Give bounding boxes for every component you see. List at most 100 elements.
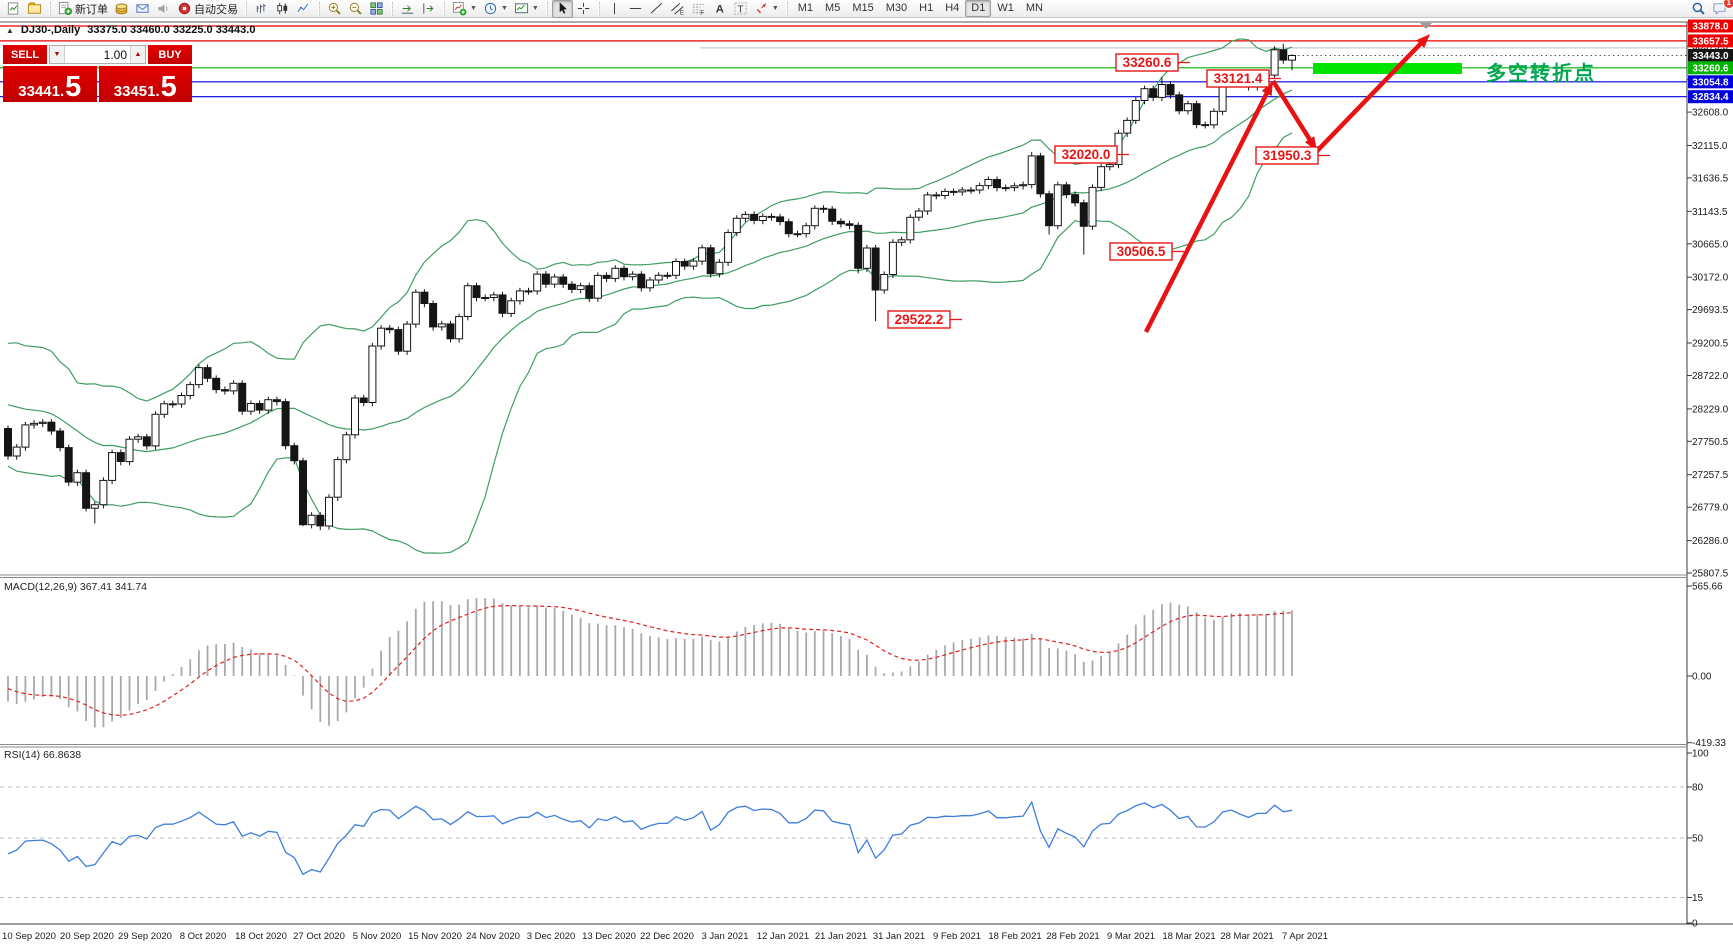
inbox-icon (136, 4, 149, 13)
timeframe-mn[interactable]: MN (1025, 2, 1043, 14)
cursor-icon[interactable] (551, 0, 573, 18)
ask-price-button[interactable]: 33451. 5 (98, 66, 192, 102)
price-tick-label: 31636.5 (1692, 173, 1729, 184)
profiles-icon[interactable] (24, 0, 45, 18)
candle-body (455, 316, 464, 340)
sell-button[interactable]: SELL (3, 45, 47, 64)
chart-shift-icon[interactable] (418, 0, 439, 18)
inbox-icon[interactable] (132, 0, 153, 18)
auto-scroll-icon[interactable] (397, 0, 418, 18)
timeframe-w1[interactable]: W1 (997, 2, 1014, 14)
support-zone-highlight[interactable] (1313, 63, 1462, 74)
search-button[interactable] (1688, 0, 1709, 18)
callout-box[interactable] (887, 310, 951, 329)
candlestick-chart-icon[interactable] (272, 0, 293, 18)
periods-icon[interactable]: ▼ (480, 0, 511, 18)
volume-input[interactable] (65, 46, 130, 63)
zoom-out-icon[interactable] (345, 0, 366, 18)
candle-body (229, 382, 238, 392)
callout-box[interactable] (1255, 146, 1319, 165)
chevron-down-icon[interactable]: ▼ (470, 5, 477, 12)
chevron-down-icon[interactable]: ▼ (500, 5, 508, 12)
templates-icon[interactable]: ▼ (511, 0, 542, 18)
price-line-axis-value: 33657.5 (1692, 36, 1729, 47)
timeframe-m5[interactable]: M5 (825, 2, 841, 14)
volume-increase-button[interactable]: ▲ (130, 46, 145, 63)
notifications-button[interactable]: 1 (1709, 0, 1733, 18)
new-order-button[interactable]: 新订单 (55, 0, 111, 18)
down-marker-icon[interactable] (1420, 23, 1432, 29)
timeframe-m15[interactable]: M15 (852, 2, 874, 14)
candle-body (758, 215, 767, 221)
new-chart-icon[interactable] (3, 0, 24, 18)
candle-body (533, 273, 542, 292)
signals-icon[interactable] (153, 0, 174, 18)
candle-body (958, 189, 967, 193)
candle-body (108, 452, 117, 481)
callout-box[interactable] (1054, 145, 1118, 164)
timeframe-h4[interactable]: H4 (945, 2, 960, 14)
svg-text:A: A (716, 4, 724, 16)
date-label: 24 Nov 2020 (466, 931, 520, 942)
candle-body (862, 247, 871, 269)
timeframe-d1[interactable]: D1 (965, 0, 992, 17)
candle-body (819, 207, 828, 210)
text-icon[interactable]: A (709, 0, 730, 18)
price-tick-label: 29200.5 (1692, 339, 1729, 350)
candle-body (732, 217, 741, 234)
chevron-down-icon[interactable]: ▼ (771, 5, 779, 12)
candle-body (194, 367, 203, 386)
timeframe-m1[interactable]: M1 (797, 2, 814, 14)
candle-body (507, 300, 516, 314)
timeframe-h1[interactable]: H1 (919, 2, 934, 14)
text-label-icon[interactable]: T (730, 0, 751, 18)
svg-text:E: E (680, 10, 684, 16)
vertical-line-icon[interactable] (604, 0, 625, 18)
equidistant-channel-icon[interactable]: E (667, 0, 688, 18)
tile-windows-icon[interactable] (366, 0, 387, 18)
candle-body (637, 273, 646, 289)
date-label: 28 Mar 2021 (1220, 931, 1273, 942)
candle-body (385, 327, 394, 331)
candle-body (203, 367, 212, 379)
price-tick-label: 27257.5 (1692, 470, 1729, 481)
deposit-icon[interactable] (111, 0, 132, 18)
buy-button[interactable]: BUY (148, 45, 192, 64)
trendline-icon[interactable] (646, 0, 667, 18)
price-tick-label: 30665.0 (1692, 239, 1729, 250)
candle-body (325, 496, 333, 527)
candle-body (741, 213, 750, 219)
auto-scroll-icon (401, 5, 414, 14)
zoom-in-icon[interactable] (324, 0, 345, 18)
candle-body (1062, 184, 1071, 196)
candle-body (316, 514, 325, 527)
horizontal-line-icon[interactable] (625, 0, 646, 18)
candle-body (941, 190, 949, 196)
callout-price-text: 30506.5 (1117, 244, 1166, 259)
callout-box[interactable] (1109, 242, 1173, 261)
line-chart-icon[interactable] (293, 0, 314, 18)
fibonacci-icon[interactable]: F (688, 0, 709, 18)
timeframe-m30[interactable]: M30 (885, 2, 908, 14)
chevron-down-icon[interactable]: ▼ (531, 5, 539, 12)
price-line-axis-label (1688, 49, 1733, 62)
autotrading-button[interactable]: 自动交易 (174, 0, 241, 18)
one-click-collapse-icon[interactable]: ▲ (6, 25, 14, 35)
crosshair-icon[interactable] (573, 0, 594, 18)
arrows-icon[interactable]: ▼ (751, 0, 782, 18)
volume-decrease-button[interactable]: ▼ (50, 46, 65, 63)
bar-chart-icon[interactable] (251, 0, 272, 18)
autotrading-button-label: 自动交易 (194, 3, 238, 16)
date-label: 5 Nov 2020 (353, 931, 402, 942)
indicators-icon[interactable]: ▼ (449, 0, 480, 18)
candle-body (906, 216, 915, 241)
candle-body (663, 274, 672, 277)
bid-price-button[interactable]: 33441. 5 (3, 66, 97, 102)
date-label: 9 Mar 2021 (1107, 931, 1155, 942)
bid-price-big-digit: 5 (65, 70, 82, 103)
candle-body (212, 377, 221, 391)
callout-box[interactable] (1206, 69, 1270, 88)
price-callouts[interactable]: 33260.6 33121.4 32020.0 31950.3 30506.5 29522… (887, 53, 1330, 329)
callout-box[interactable] (1115, 53, 1179, 72)
